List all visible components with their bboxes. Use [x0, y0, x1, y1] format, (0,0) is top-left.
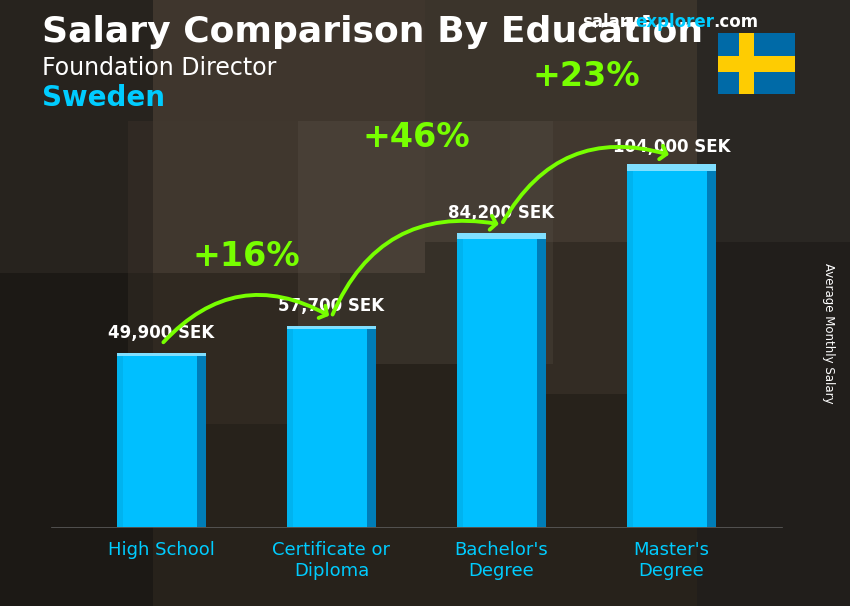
Bar: [627, 164, 716, 171]
Text: 104,000 SEK: 104,000 SEK: [613, 138, 730, 156]
Bar: [697, 0, 850, 606]
Text: +23%: +23%: [533, 61, 640, 93]
Bar: [457, 233, 546, 527]
Text: explorer: explorer: [635, 13, 714, 32]
Bar: [287, 326, 376, 527]
Bar: [128, 121, 340, 424]
Bar: [117, 353, 123, 527]
Bar: [510, 121, 697, 394]
Bar: [117, 353, 206, 356]
Text: Salary Comparison By Education: Salary Comparison By Education: [42, 15, 704, 49]
Bar: [298, 121, 552, 364]
Text: Foundation Director: Foundation Director: [42, 56, 277, 80]
Bar: [425, 0, 850, 242]
Bar: [627, 164, 633, 527]
Text: Average Monthly Salary: Average Monthly Salary: [822, 263, 836, 404]
Bar: [707, 164, 716, 527]
Bar: [287, 326, 293, 527]
Bar: [0, 0, 153, 606]
Text: .com: .com: [713, 13, 758, 32]
Bar: [117, 353, 206, 527]
Text: 49,900 SEK: 49,900 SEK: [108, 324, 214, 342]
Bar: [537, 233, 546, 527]
Bar: [367, 326, 376, 527]
Bar: [457, 233, 463, 527]
Text: 84,200 SEK: 84,200 SEK: [449, 204, 554, 222]
Text: +16%: +16%: [193, 239, 300, 273]
Bar: [457, 233, 546, 239]
Bar: [627, 164, 716, 527]
Bar: [718, 56, 795, 72]
Bar: [197, 353, 206, 527]
Bar: [0, 0, 425, 273]
Bar: [739, 33, 754, 94]
Text: 57,700 SEK: 57,700 SEK: [279, 297, 384, 315]
Text: salary: salary: [582, 13, 639, 32]
Text: Sweden: Sweden: [42, 84, 166, 112]
Text: +46%: +46%: [363, 121, 470, 154]
Bar: [287, 326, 376, 330]
